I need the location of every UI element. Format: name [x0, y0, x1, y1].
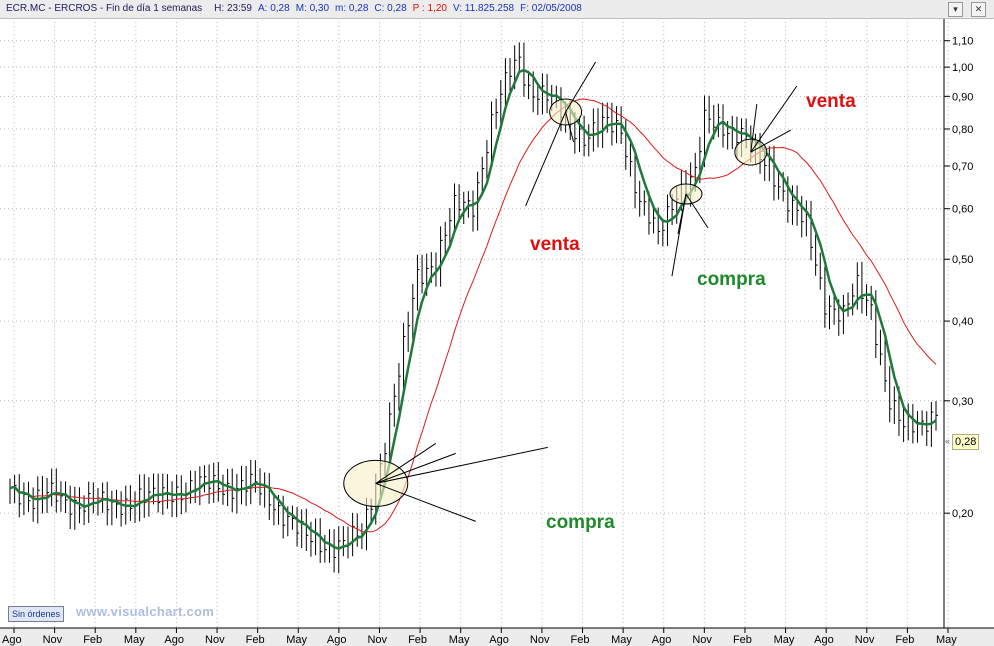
y-tick-label: 0,70 [952, 161, 973, 173]
high-value: H: 23:59 [214, 3, 252, 14]
plot-background [0, 18, 944, 628]
x-tick-label: Feb [83, 634, 102, 646]
close-button[interactable]: ✕ [971, 2, 986, 17]
date-value: F: 02/05/2008 [520, 3, 582, 14]
x-tick-label: Ago [327, 634, 347, 646]
a-value: A: 0,28 [257, 3, 290, 14]
x-tick-label: May [124, 634, 145, 646]
x-tick-label: Nov [367, 634, 387, 646]
x-tick-label: May [286, 634, 307, 646]
annotation-venta: venta [806, 91, 856, 112]
x-tick-label: Feb [408, 634, 427, 646]
annotation-compra: compra [697, 269, 766, 290]
price-marker-icon: « [945, 436, 951, 446]
menu-dropdown-button[interactable]: ▾ [948, 2, 963, 17]
window-controls: ▾ ✕ [946, 1, 992, 18]
fast-moving-average [9, 68, 937, 551]
symbol-label: ECR.MC - ERCROS - Fin de día 1 semanas [6, 3, 203, 14]
low-value: m: 0,28 [335, 3, 369, 14]
x-tick-label: Feb [895, 634, 914, 646]
y-tick-label: 0,80 [952, 124, 973, 136]
x-tick-label: Ago [2, 634, 22, 646]
x-tick-label: Nov [205, 634, 225, 646]
annotation-lines [375, 61, 798, 522]
annotation-compra: compra [546, 512, 615, 533]
x-tick-label: Nov [855, 634, 875, 646]
x-axis: Ago Nov Feb May Ago Nov Feb May Ago Nov Feb May Ago N… [0, 627, 994, 646]
pointer-line [750, 85, 798, 153]
orders-status-button[interactable]: Sin órdenes [8, 606, 65, 622]
pointer-line [677, 193, 687, 235]
x-tick-label: Feb [571, 634, 590, 646]
y-tick-label: 0,90 [952, 91, 973, 103]
pointer-line [685, 193, 709, 229]
watermark: www.visualchart.com [76, 604, 215, 619]
y-tick-label: 0,60 [952, 204, 973, 216]
y-tick-label: 1,10 [952, 36, 973, 48]
pointer-line [375, 446, 548, 484]
fast-ma-line [9, 68, 937, 551]
x-tick-label: Nov [530, 634, 550, 646]
pointer-line [375, 482, 476, 522]
y-tick-label: 0,50 [952, 254, 973, 266]
x-tick-label: Ago [652, 634, 672, 646]
close-value: C: 0,28 [374, 3, 407, 14]
volume-value: V: 11.825.258 [452, 3, 515, 14]
slow-moving-average [9, 98, 937, 533]
x-tick-label: May [774, 634, 795, 646]
pointer-line [565, 111, 575, 143]
x-tick-label: May [449, 634, 470, 646]
x-tick-label: Ago [489, 634, 509, 646]
x-tick-label: May [936, 634, 957, 646]
m-value: M: 0,30 [295, 3, 330, 14]
slow-ma-line [9, 98, 937, 533]
x-tick-label: Ago [814, 634, 834, 646]
pointer-line [750, 104, 758, 153]
x-tick-label: Feb [733, 634, 752, 646]
pct-value: P : 1,20 [412, 3, 447, 14]
x-tick-label: Nov [692, 634, 712, 646]
y-tick-label: 0,40 [952, 316, 973, 328]
y-tick-label: 1,00 [952, 62, 973, 74]
x-tick-label: May [611, 634, 632, 646]
pointer-line [525, 111, 567, 207]
y-tick-label: 0,30 [952, 396, 973, 408]
pointer-line [375, 452, 456, 484]
pointer-line [750, 129, 792, 153]
x-tick-label: Nov [43, 634, 63, 646]
pointer-line [375, 442, 437, 484]
annotation-labels: venta compra venta compra [530, 91, 856, 533]
x-tick-label: Ago [164, 634, 184, 646]
annotation-venta: venta [530, 234, 580, 255]
last-price-tag: 0,28 [952, 434, 980, 450]
x-tick-label: Feb [246, 634, 265, 646]
chart-titlebar: ECR.MC - ERCROS - Fin de día 1 semanas H:… [0, 0, 994, 19]
pointer-line [565, 61, 597, 113]
grid-lines [0, 18, 949, 628]
y-tick-label: 0,20 [952, 508, 973, 520]
y-axis: 1,10 1,00 0,90 0,80 0,70 0,60 0,50 0,40 0,30 0,20 [943, 18, 973, 628]
